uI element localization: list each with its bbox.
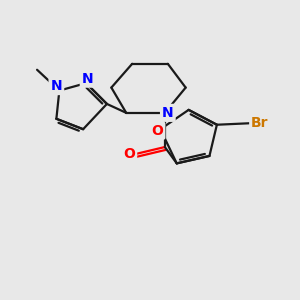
Text: Br: Br [251,116,269,130]
Text: N: N [82,72,93,86]
Text: N: N [162,106,174,120]
Text: N: N [51,79,62,93]
Text: O: O [152,124,164,138]
Text: O: O [123,148,135,161]
